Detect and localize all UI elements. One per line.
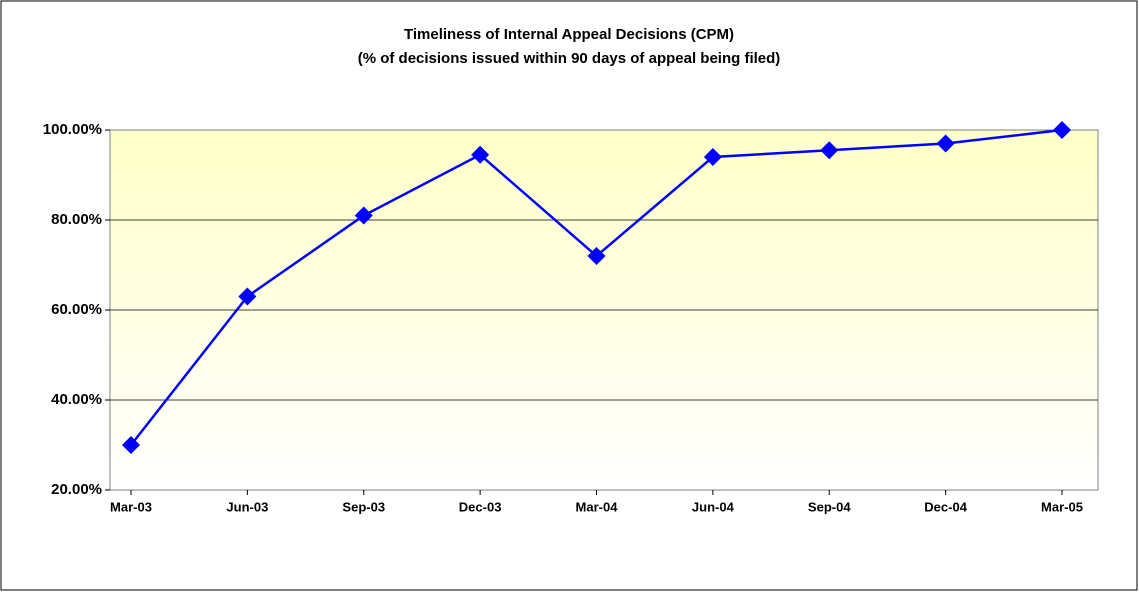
data-point xyxy=(354,206,373,225)
x-tick-label: Mar-04 xyxy=(576,499,619,514)
chart-title: Timeliness of Internal Appeal Decisions … xyxy=(404,26,734,43)
data-point xyxy=(820,141,839,160)
chart-subtitle: (% of decisions issued within 90 days of… xyxy=(358,50,781,67)
data-point xyxy=(238,287,257,306)
x-tick-label: Mar-05 xyxy=(1041,499,1083,514)
data-point xyxy=(587,247,606,265)
data-point xyxy=(122,436,140,454)
y-tick-label: 80.00% xyxy=(51,211,102,228)
data-point xyxy=(1053,121,1071,139)
y-tick-label: 20.00% xyxy=(51,481,102,498)
x-tick-label: Dec-04 xyxy=(924,499,967,514)
x-tick-label: Sep-04 xyxy=(808,499,851,514)
y-tick-label: 60.00% xyxy=(51,301,102,318)
data-point xyxy=(936,134,955,153)
x-tick-label: Sep-03 xyxy=(342,499,385,514)
x-tick-label: Jun-03 xyxy=(226,499,268,514)
x-tick-label: Dec-03 xyxy=(459,499,502,514)
x-tick-label: Jun-04 xyxy=(692,499,735,514)
data-point xyxy=(703,148,722,166)
y-tick-label: 100.00% xyxy=(43,121,102,138)
y-tick-label: 40.00% xyxy=(51,391,102,408)
data-point xyxy=(471,145,490,164)
x-tick-label: Mar-03 xyxy=(110,499,152,514)
